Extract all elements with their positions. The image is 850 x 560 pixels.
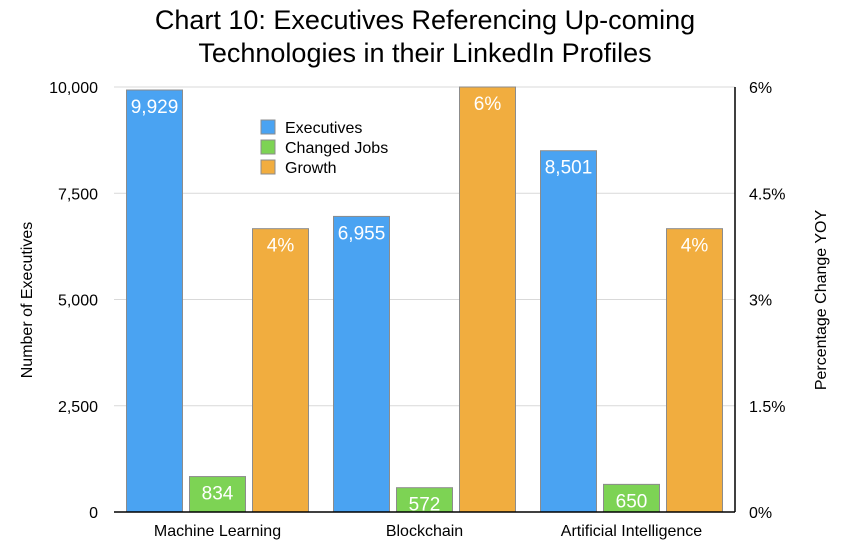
chart-title: Chart 10: Executives Referencing Up-comi… — [0, 4, 850, 70]
x-tick-label: Artificial Intelligence — [561, 523, 703, 540]
chart-title-line-1: Chart 10: Executives Referencing Up-comi… — [154, 5, 696, 35]
bar — [666, 228, 723, 513]
legend-label: Executives — [285, 120, 362, 137]
gridlines — [114, 86, 735, 407]
y-tick-label: 0 — [89, 505, 98, 522]
bars: 9,929 834 4% 6,955 572 6% 8,501 650 4% — [126, 86, 723, 516]
y2-tick-label: 1.5% — [749, 399, 785, 416]
data-label: 834 — [202, 484, 234, 505]
data-label: 8,501 — [545, 158, 593, 179]
legend-swatch — [260, 139, 276, 155]
x-tick-label: Blockchain — [386, 523, 463, 540]
bar — [189, 476, 246, 513]
y2-tick-label: 3% — [749, 293, 772, 310]
legend-label: Changed Jobs — [285, 140, 388, 157]
bar — [459, 86, 516, 513]
y2-tick-label: 6% — [749, 80, 772, 97]
y-tick-label: 7,500 — [58, 186, 98, 203]
data-label: 650 — [616, 491, 648, 512]
data-label: 6,955 — [338, 223, 386, 244]
y2-tick-label: 0% — [749, 505, 772, 522]
axes: 0 2,500 5,000 7,500 10,000 0% 1.5% 3% 4.5% 6% Mach… — [19, 80, 830, 540]
x-tick-label: Machine Learning — [154, 523, 281, 540]
bar — [252, 228, 309, 513]
bar — [540, 150, 597, 513]
bar — [333, 215, 390, 513]
y2-tick-label: 4.5% — [749, 186, 785, 203]
data-label: 4% — [681, 236, 709, 257]
data-label: 6% — [474, 94, 502, 115]
y-tick-label: 10,000 — [49, 80, 98, 97]
legend-swatch — [260, 119, 276, 135]
y2-axis-label: Percentage Change YOY — [813, 210, 830, 391]
data-label: 4% — [267, 236, 295, 257]
chart-title-line-2: Technologies in their LinkedIn Profiles — [198, 38, 652, 68]
y-axis-label: Number of Executives — [19, 222, 36, 379]
data-label: 9,929 — [131, 97, 179, 118]
legend-swatch — [260, 159, 276, 175]
bar — [126, 89, 183, 513]
legend-label: Growth — [285, 160, 337, 177]
y-tick-label: 2,500 — [58, 399, 98, 416]
data-label: 572 — [409, 495, 441, 516]
bar — [396, 487, 453, 513]
legend: Executives Changed Jobs Growth — [260, 119, 388, 177]
y-tick-label: 5,000 — [58, 293, 98, 310]
